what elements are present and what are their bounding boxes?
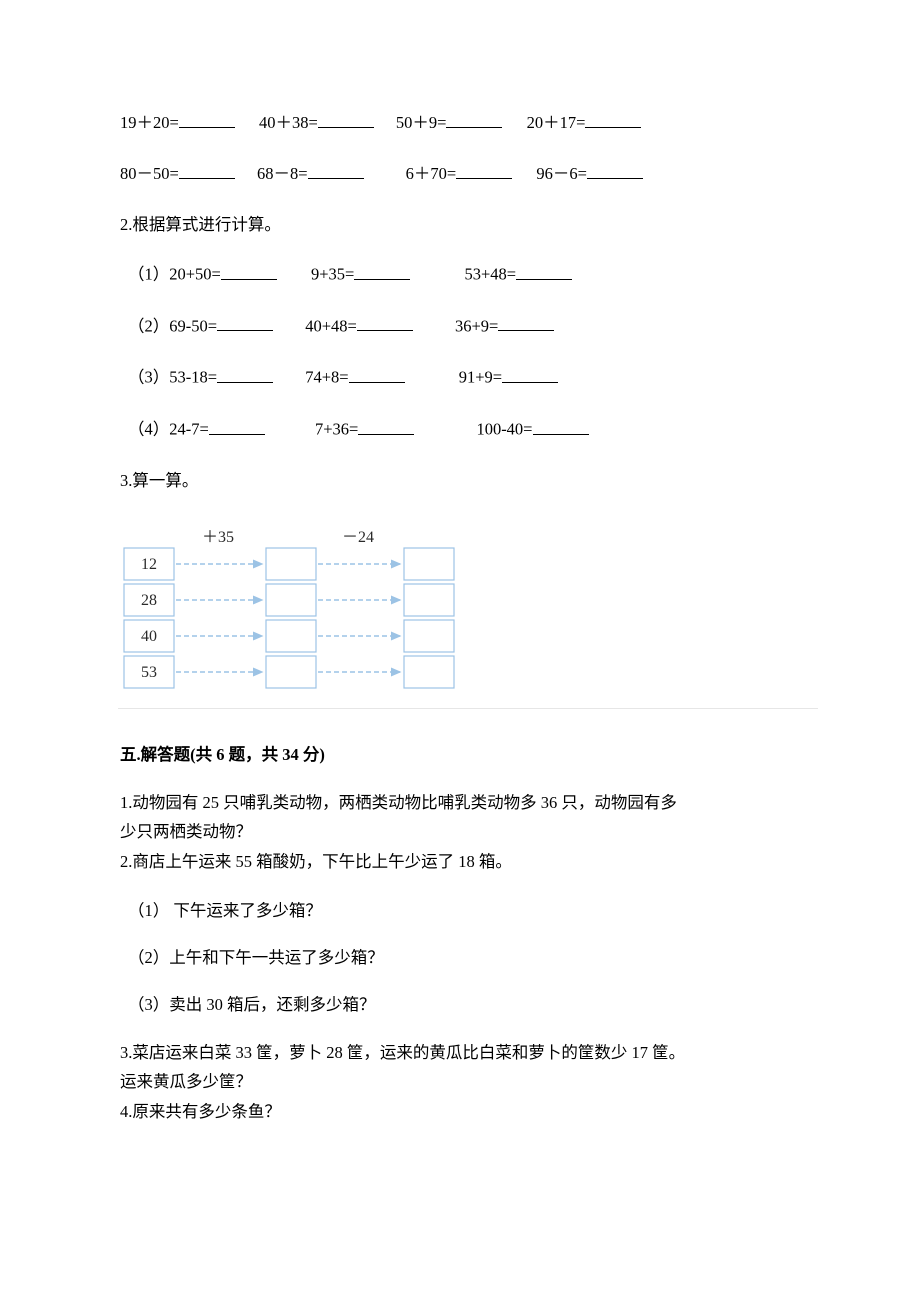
q2-1c: 53+48= bbox=[465, 265, 517, 284]
blank-2c bbox=[456, 162, 512, 180]
q2-line-4: （4）24-7= 7+36= 100-40= bbox=[128, 417, 800, 441]
q2-line-1: （1）20+50= 9+35= 53+48= bbox=[128, 262, 800, 286]
expr-2b: 68－8= bbox=[257, 162, 308, 185]
expr-1c: 50＋9= bbox=[396, 111, 447, 134]
blank-2a bbox=[179, 162, 235, 180]
q2-1b: 9+35= bbox=[311, 265, 354, 284]
q2-prefix-1: （1） bbox=[128, 265, 169, 284]
q3-label: 3.算一算。 bbox=[120, 469, 800, 492]
q2-3b: 74+8= bbox=[305, 368, 348, 387]
svg-text:40: 40 bbox=[141, 628, 157, 645]
expr-2c: 6＋70= bbox=[406, 162, 457, 185]
blank-1b bbox=[318, 110, 374, 128]
blank-q2-1a bbox=[221, 262, 277, 280]
svg-text:＋35: ＋35 bbox=[202, 529, 234, 546]
blank-q2-4c bbox=[533, 417, 589, 435]
q2-2b: 40+48= bbox=[305, 316, 357, 335]
q2-4c: 100-40= bbox=[476, 420, 532, 439]
q2-4b: 7+36= bbox=[315, 420, 358, 439]
q2-4a: 24-7= bbox=[169, 420, 209, 439]
blank-1a bbox=[179, 110, 235, 128]
blank-q2-1c bbox=[516, 262, 572, 280]
s5-q3-line2: 运来黄瓜多少筐？ bbox=[120, 1069, 800, 1095]
expr-1d: 20＋17= bbox=[527, 111, 586, 134]
s5-q2-sub1: （1） 下午运来了多少箱？ bbox=[128, 899, 800, 922]
expr-2d: 96－6= bbox=[536, 162, 587, 185]
blank-2b bbox=[308, 162, 364, 180]
svg-text:28: 28 bbox=[141, 592, 157, 609]
q2-line-3: （3）53-18= 74+8= 91+9= bbox=[128, 365, 800, 389]
blank-q2-3b bbox=[349, 365, 405, 383]
blank-q2-4a bbox=[209, 417, 265, 435]
s5-q2: 2.商店上午运来 55 箱酸奶，下午比上午少运了 18 箱。 bbox=[120, 849, 800, 875]
s5-q1-line2: 少只两栖类动物？ bbox=[120, 819, 800, 845]
q2-label: 2.根据算式进行计算。 bbox=[120, 213, 800, 236]
blank-q2-2b bbox=[357, 314, 413, 332]
q2-prefix-4: （4） bbox=[128, 420, 169, 439]
q2-3c: 91+9= bbox=[459, 368, 502, 387]
q2-line-2: （2）69-50= 40+48= 36+9= bbox=[128, 314, 800, 338]
section-5-title: 五.解答题(共 6 题，共 34 分) bbox=[120, 743, 800, 766]
blank-q2-2a bbox=[217, 314, 273, 332]
s5-q4: 4.原来共有多少条鱼？ bbox=[120, 1099, 800, 1125]
expr-2a: 80－50= bbox=[120, 162, 179, 185]
s5-q3-line1: 3.菜店运来白菜 33 筐，萝卜 28 筐，运来的黄瓜比白菜和萝卜的筐数少 17… bbox=[120, 1040, 800, 1066]
s5-q2-sub2: （2）上午和下午一共运了多少箱？ bbox=[128, 946, 800, 969]
arith-row-1: 19＋20= 40＋38= 50＋9= 20＋17= bbox=[120, 110, 800, 134]
blank-q2-1b bbox=[354, 262, 410, 280]
arith-row-2: 80－50= 68－8= 6＋70= 96－6= bbox=[120, 162, 800, 186]
q2-prefix-2: （2） bbox=[128, 316, 169, 335]
q2-2a: 69-50= bbox=[169, 316, 217, 335]
s5-q1-line1: 1.动物园有 25 只哺乳类动物，两栖类动物比哺乳类动物多 36 只，动物园有多 bbox=[120, 790, 800, 816]
blank-q2-4b bbox=[358, 417, 414, 435]
calc-diagram: ＋35 －24 12 28 40 53 bbox=[118, 524, 818, 709]
blank-q2-3c bbox=[502, 365, 558, 383]
q2-2c: 36+9= bbox=[455, 316, 498, 335]
blank-q2-2c bbox=[498, 314, 554, 332]
q2-1a: 20+50= bbox=[169, 265, 221, 284]
q2-3a: 53-18= bbox=[169, 368, 217, 387]
svg-text:53: 53 bbox=[141, 664, 157, 681]
blank-q2-3a bbox=[217, 365, 273, 383]
blank-1d bbox=[585, 110, 641, 128]
q2-prefix-3: （3） bbox=[128, 368, 169, 387]
svg-text:－24: －24 bbox=[342, 529, 374, 546]
expr-1a: 19＋20= bbox=[120, 111, 179, 134]
blank-1c bbox=[446, 110, 502, 128]
svg-text:12: 12 bbox=[141, 556, 157, 573]
blank-2d bbox=[587, 162, 643, 180]
s5-q2-sub3: （3）卖出 30 箱后，还剩多少箱？ bbox=[128, 993, 800, 1016]
expr-1b: 40＋38= bbox=[259, 111, 318, 134]
calc-diagram-svg: ＋35 －24 12 28 40 53 bbox=[118, 524, 462, 700]
